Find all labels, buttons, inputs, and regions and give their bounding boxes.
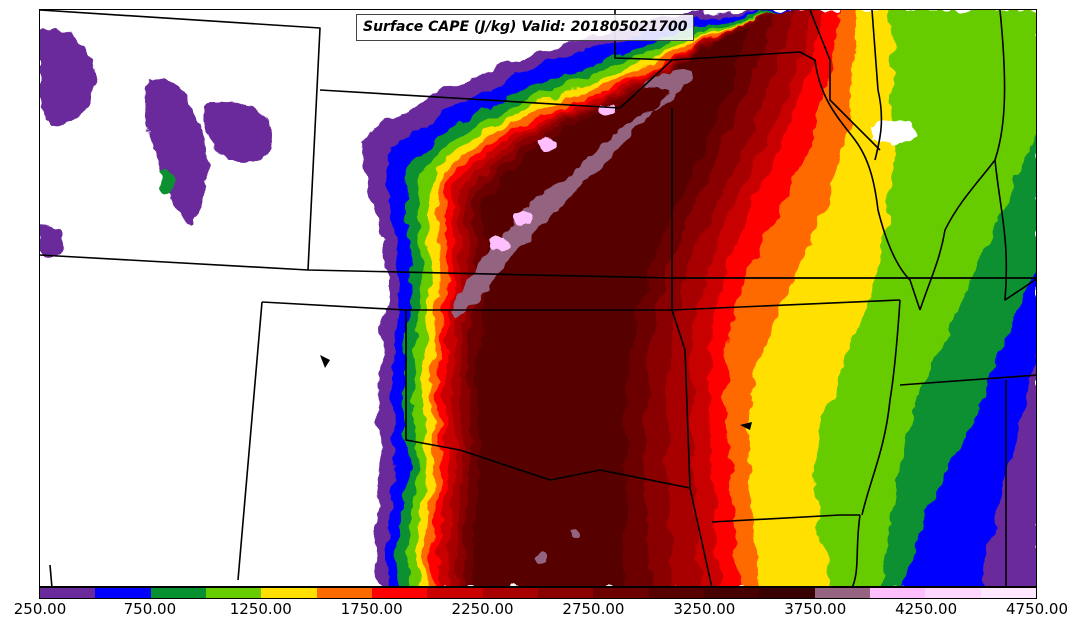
colorbar-swatch (537, 588, 594, 598)
colorbar-swatch (95, 588, 151, 598)
colorbar-tick-label: 250.00 (13, 600, 67, 618)
colorbar-swatch (371, 588, 428, 598)
colorbar-swatch (703, 588, 760, 598)
colorbar-tick-label: 4250.00 (895, 600, 958, 618)
state-borders (40, 10, 1036, 586)
colorbar-tick-label: 3250.00 (673, 600, 736, 618)
map-title: Surface CAPE (J/kg) Valid: 201805021700 (356, 14, 695, 41)
colorbar-tick-label: 750.00 (123, 600, 177, 618)
colorbar-tick-label: 4750.00 (1005, 600, 1069, 618)
field-3250 (473, 28, 750, 586)
border-line (711, 514, 860, 523)
border-line (809, 10, 881, 151)
border-line (237, 301, 263, 581)
colorbar-swatch (150, 588, 206, 598)
border-line (49, 564, 53, 586)
colorbar-tick-label: 2750.00 (562, 600, 625, 618)
colorbar-swatch (205, 588, 262, 598)
field-4250 (489, 103, 616, 251)
border-line (919, 229, 946, 311)
colorbar-swatch (427, 588, 483, 598)
colorbar-swatch (648, 588, 704, 598)
colorbar-swatch (593, 588, 649, 598)
border-line (671, 51, 921, 311)
border-line (944, 10, 1006, 231)
border-line (871, 10, 883, 161)
colorbar-tick-label: 1750.00 (340, 600, 403, 618)
border-line (861, 299, 901, 516)
border-line (405, 310, 691, 489)
colorbar-tick-labels: 250.00 750.00 1250.00 1750.00 2250.00 2750.00… (0, 600, 1081, 624)
field-3750 (452, 69, 692, 318)
colorbar-tick-label: 3750.00 (784, 600, 847, 618)
border-line (899, 374, 1036, 386)
colorbar-swatch (482, 588, 538, 598)
map-panel (39, 9, 1037, 587)
colorbar-swatch (869, 588, 926, 598)
border-line (851, 514, 861, 586)
cape-map (40, 10, 1036, 586)
colorbar-swatch (980, 588, 1036, 598)
border-line (319, 59, 673, 109)
colorbar-swatch (40, 588, 96, 598)
colorbar-swatch (261, 588, 317, 598)
border-line (261, 299, 901, 311)
colorbar-swatch (925, 588, 981, 598)
colorbar-swatch (316, 588, 372, 598)
border-line (671, 108, 713, 586)
colorbar (39, 587, 1037, 599)
colorbar-tick-label: 2250.00 (451, 600, 514, 618)
border-line (40, 10, 321, 271)
colorbar-tick-label: 1250.00 (229, 600, 292, 618)
colorbar-swatch (759, 588, 815, 598)
border-line (994, 159, 1036, 301)
colorbar-swatch (814, 588, 870, 598)
